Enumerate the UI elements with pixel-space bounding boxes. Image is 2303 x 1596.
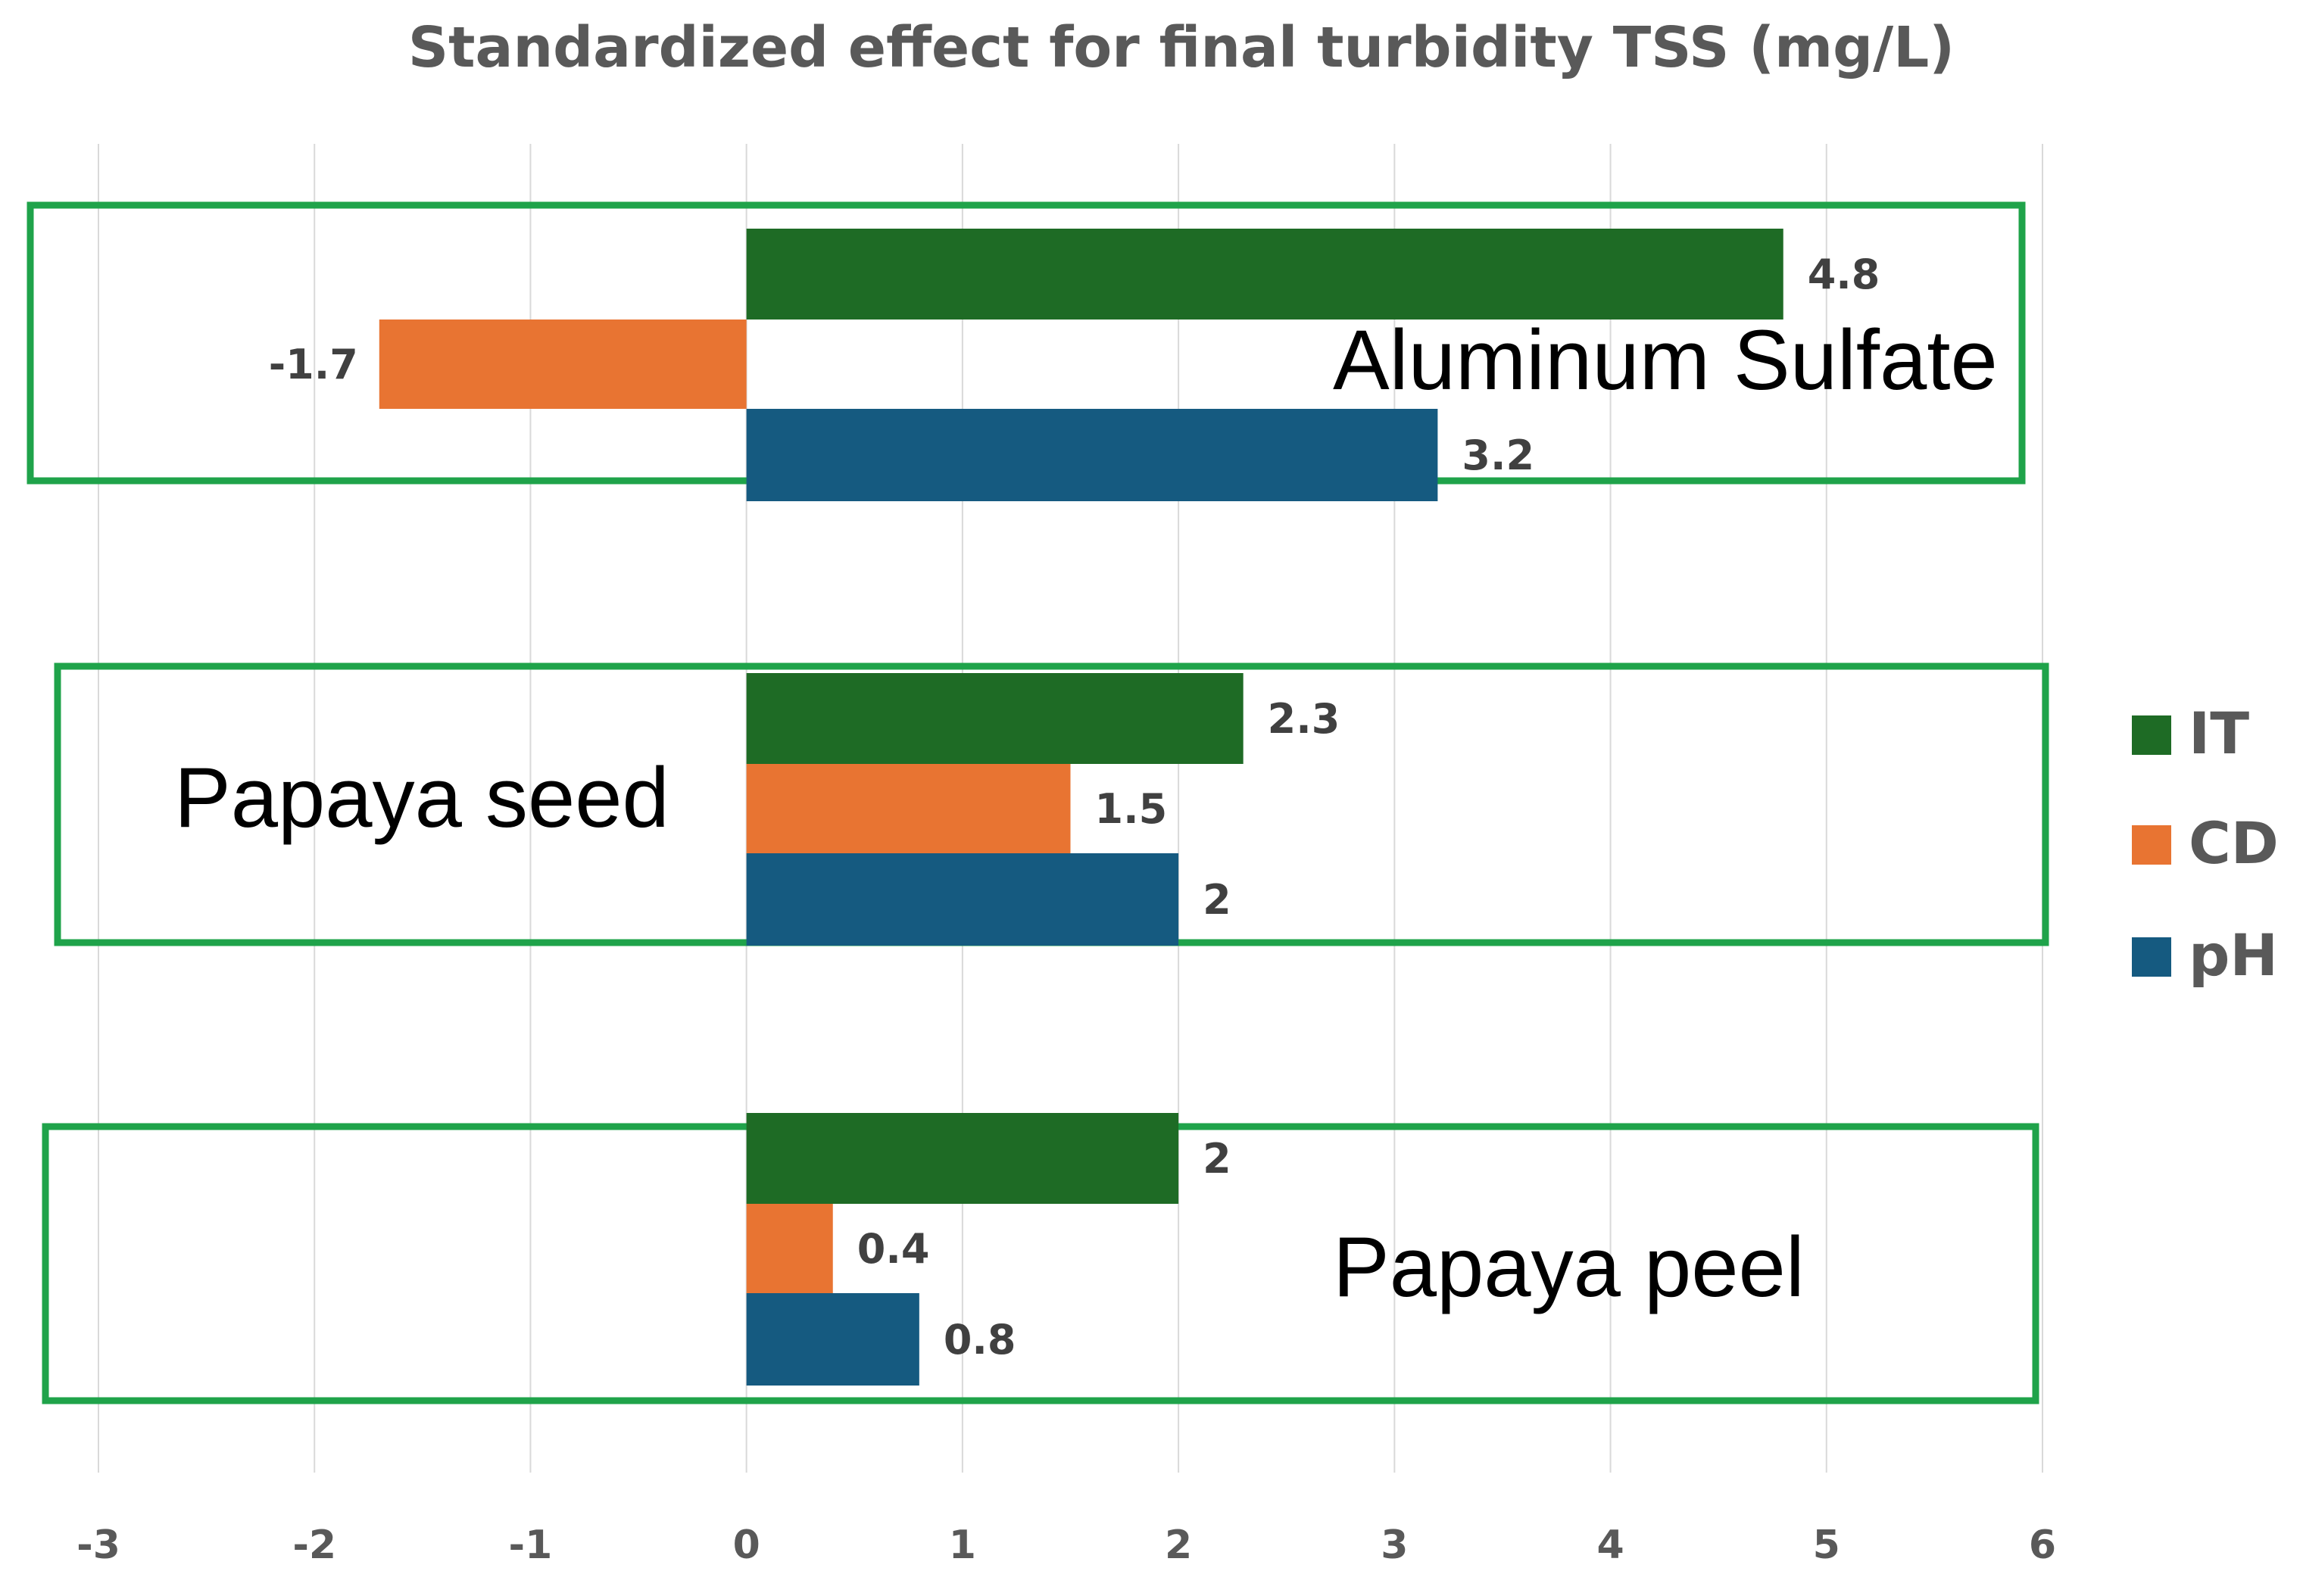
data-label: 1.5 (1095, 785, 1168, 833)
x-tick-label: 2 (1165, 1523, 1192, 1568)
bar-cd (746, 1204, 833, 1293)
legend-swatch-cd (2132, 825, 2171, 865)
bar-ph (746, 1293, 919, 1386)
data-label: 2 (1203, 876, 1231, 924)
bars (379, 229, 1783, 1386)
group-label: Aluminum Sulfate (1333, 313, 1998, 407)
chart-title: Standardized effect for final turbidity … (408, 15, 1955, 80)
data-labels: 4.8 -1.7 3.2 2.3 1.5 2 2 0.4 0.8 (269, 251, 1880, 1364)
x-axis-tick-labels: -3 -2 -1 0 1 2 3 4 5 6 (76, 1523, 2056, 1568)
x-tick-label: 0 (733, 1523, 760, 1568)
x-tick-label: -3 (76, 1523, 120, 1568)
group-label: Papaya seed (174, 750, 669, 845)
group-labels: Aluminum Sulfate Papaya seed Papaya peel (174, 313, 1998, 1314)
x-tick-label: 4 (1596, 1523, 1624, 1568)
group-label: Papaya peel (1333, 1220, 1805, 1314)
bar-cd (379, 320, 747, 409)
x-tick-label: 1 (949, 1523, 976, 1568)
x-tick-label: 5 (1813, 1523, 1840, 1568)
data-label: 0.4 (857, 1225, 930, 1273)
bar-it (746, 229, 1783, 320)
bar-it (746, 1113, 1179, 1204)
bar-cd (746, 764, 1071, 853)
x-tick-label: -1 (509, 1523, 553, 1568)
data-label: -1.7 (269, 341, 358, 388)
data-label: 0.8 (944, 1316, 1016, 1364)
x-tick-label: -2 (292, 1523, 336, 1568)
data-label: 4.8 (1808, 251, 1880, 298)
data-label: 3.2 (1462, 432, 1534, 479)
legend-label-cd: CD (2189, 809, 2279, 877)
bar-ph (746, 409, 1438, 501)
legend-label-ph: pH (2189, 921, 2278, 989)
legend-label-it: IT (2189, 700, 2249, 767)
bar-ph (746, 853, 1179, 946)
x-tick-label: 6 (2029, 1523, 2056, 1568)
legend-swatch-it (2132, 715, 2171, 755)
data-label: 2 (1203, 1135, 1231, 1183)
legend: IT CD pH (2132, 700, 2279, 989)
x-tick-label: 3 (1381, 1523, 1408, 1568)
bar-it (746, 673, 1244, 764)
legend-swatch-ph (2132, 937, 2171, 977)
data-label: 2.3 (1268, 695, 1340, 743)
